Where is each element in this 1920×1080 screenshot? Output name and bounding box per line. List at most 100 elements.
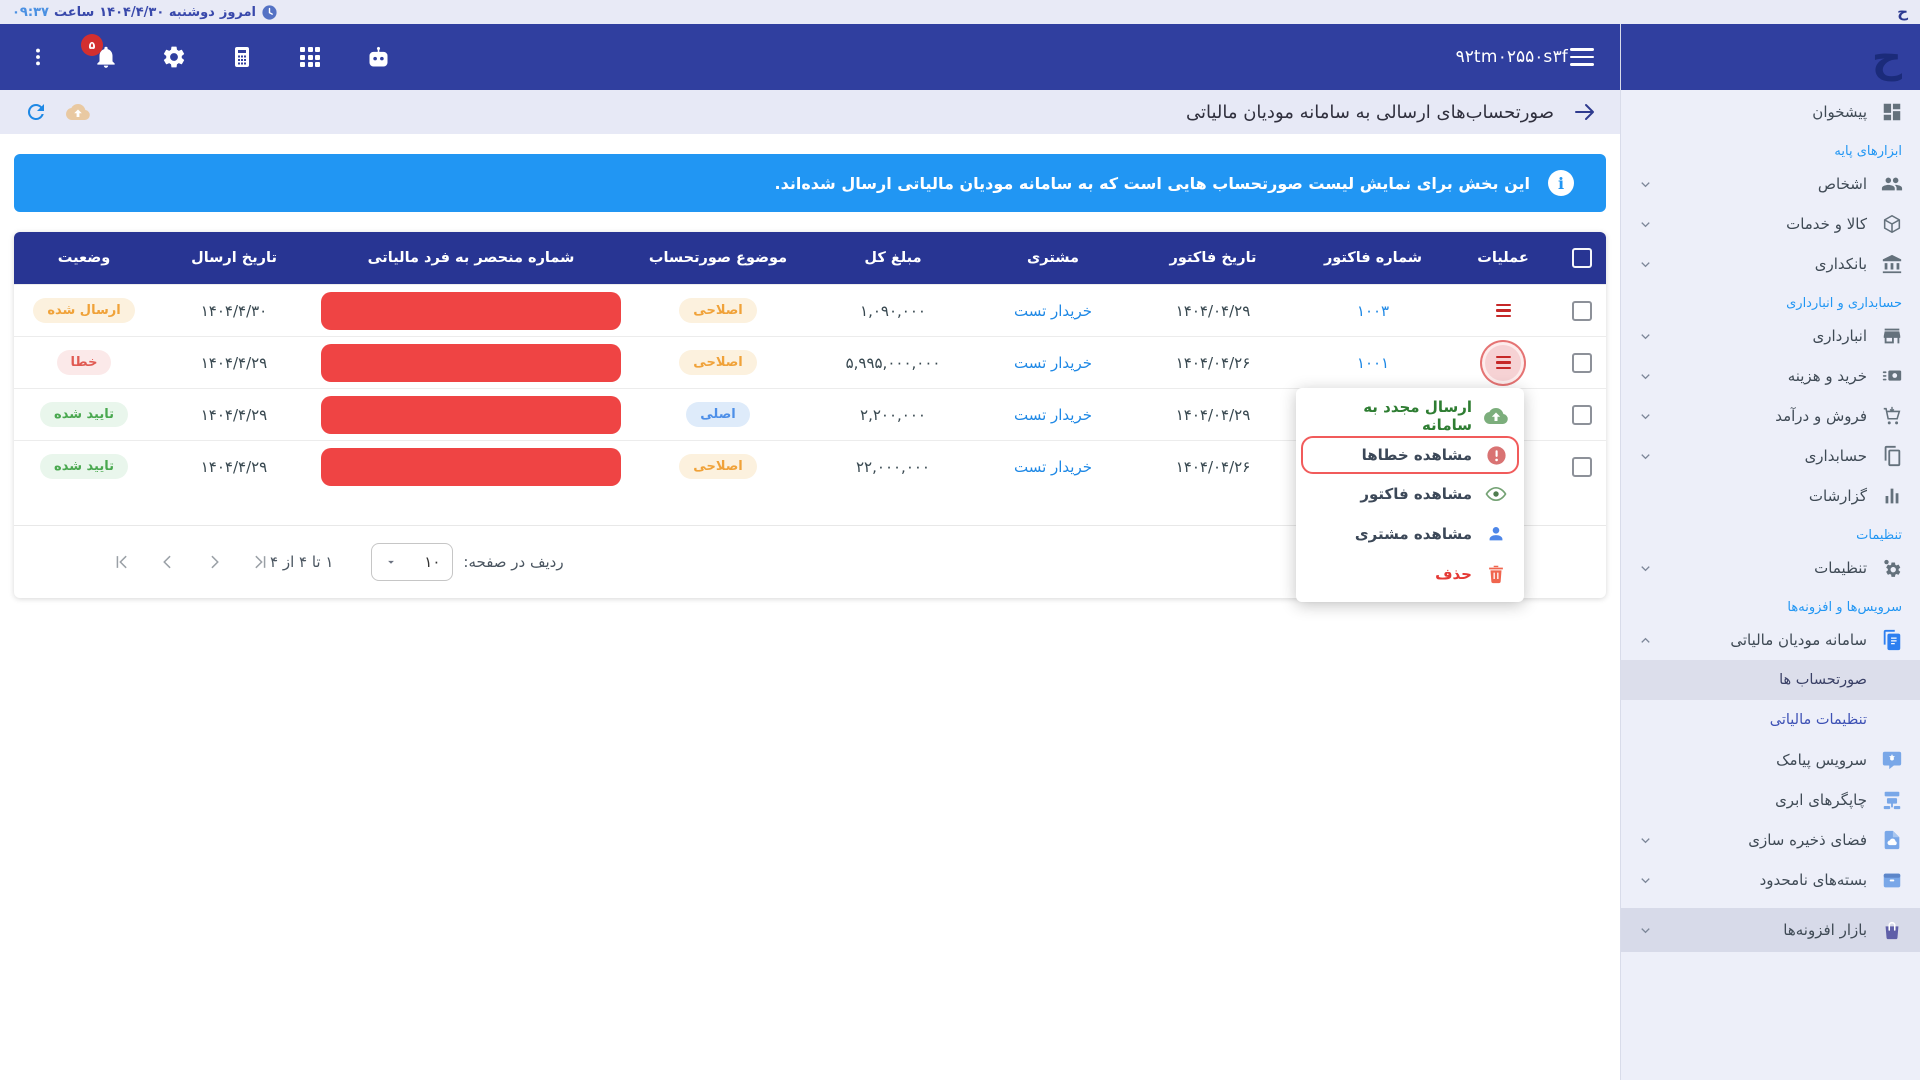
sidebar-subitem-tax-settings[interactable]: تنظیمات مالیاتی [1769, 712, 1867, 728]
person-icon [1484, 522, 1508, 546]
sidebar-item-accounting[interactable]: حسابداری [1621, 436, 1920, 476]
first-page-button[interactable] [112, 552, 132, 572]
pagination: ردیف در صفحه: ۱۰ ۱ تا ۴ از ۴ [14, 526, 1606, 598]
chevron-down-icon [1637, 448, 1653, 464]
sidebar-logo[interactable]: ح [1621, 24, 1920, 90]
app-bar: ۹۲tm۰۲۵۵۰s۳f ۵ [0, 24, 1620, 90]
bank-icon [1880, 252, 1904, 276]
sidebar-item-goods-services[interactable]: کالا و خدمات [1621, 204, 1920, 244]
tax-uid-redacted [321, 395, 621, 434]
col-subject: موضوع صورتحساب [648, 250, 788, 266]
select-all-checkbox[interactable] [1572, 248, 1592, 268]
row-actions-button-active[interactable] [1485, 344, 1521, 381]
pagination-range: ۱ تا ۴ از ۴ [270, 553, 334, 571]
sidebar-section-services-addons: سرویس‌ها و افزونه‌ها [1787, 600, 1902, 615]
kebab-menu-icon[interactable] [24, 43, 52, 71]
sidebar-item-cloud-printers[interactable]: چاپگرهای ابری [1621, 780, 1920, 820]
invoice-date: ۱۴۰۴/۰۴/۲۶ [1175, 457, 1251, 476]
back-arrow-icon[interactable] [1572, 100, 1596, 124]
notification-badge: ۵ [81, 34, 103, 56]
upload-cloud-icon[interactable] [66, 100, 90, 124]
sidebar-item-warehousing[interactable]: انبارداری [1621, 316, 1920, 356]
customer-link[interactable]: خریدار تست [1013, 457, 1093, 476]
subject-badge: اصلاحی [679, 350, 757, 375]
error-circle-icon [1484, 443, 1508, 467]
assistant-robot-icon[interactable] [364, 43, 392, 71]
sidebar-item-dashboard[interactable]: پیشخوان [1621, 92, 1920, 132]
workspace-id: ۹۲tm۰۲۵۵۰s۳f [1455, 47, 1568, 67]
pagination-nav [112, 552, 270, 572]
customer-link[interactable]: خریدار تست [1013, 301, 1093, 320]
tax-documents-icon [1880, 628, 1904, 652]
today-label: امروز [219, 4, 257, 20]
sidebar-item-sms-service[interactable]: سرویس پیامک [1621, 740, 1920, 780]
gears-icon [1880, 556, 1904, 580]
table-row: ۱۰۰۱ ۱۴۰۴/۰۴/۲۶ خریدار تست ۵,۹۹۵,۰۰۰,۰۰۰… [14, 336, 1606, 388]
chevron-down-icon [1637, 408, 1653, 424]
rows-per-page-label: ردیف در صفحه: [463, 553, 564, 571]
subject-badge: اصلاحی [679, 298, 757, 323]
hamburger-menu-button[interactable] [1568, 46, 1596, 68]
col-invoice-number: شماره فاکتور [1323, 250, 1423, 266]
sidebar-item-reports[interactable]: گزارشات [1621, 476, 1920, 516]
send-date: ۱۴۰۴/۴/۲۹ [200, 353, 268, 372]
sidebar-item-settings[interactable]: تنظیمات [1621, 548, 1920, 588]
last-page-button[interactable] [250, 552, 270, 572]
apps-grid-icon[interactable] [296, 43, 324, 71]
previous-page-button[interactable] [158, 552, 178, 572]
menu-item-resend-to-system[interactable]: ارسال مجدد به سامانه [1296, 396, 1524, 436]
next-page-button[interactable] [204, 552, 224, 572]
sidebar-item-sales-income[interactable]: فروش و درآمد [1621, 396, 1920, 436]
dashboard-icon [1880, 100, 1904, 124]
total-amount: ۲,۲۰۰,۰۰۰ [860, 405, 926, 424]
row-checkbox[interactable] [1572, 456, 1592, 477]
notifications-bell-icon[interactable]: ۵ [81, 34, 120, 71]
status-badge: تایید شده [40, 454, 128, 479]
package-box-icon [1880, 868, 1904, 892]
date-text: دوشنبه ۱۴۰۴/۴/۳۰ [99, 4, 215, 20]
hour-label: ساعت [53, 4, 95, 20]
top-strip: ح امروز دوشنبه ۱۴۰۴/۴/۳۰ ساعت ۰۹:۳۷ [0, 0, 1920, 24]
invoice-number-link[interactable]: ۱۰۰۱ [1356, 353, 1390, 372]
send-date: ۱۴۰۴/۴/۲۹ [200, 405, 268, 424]
row-checkbox[interactable] [1572, 300, 1592, 321]
sidebar-menu: پیشخوان ابزارهای پایه اشخاص کالا و خدمات… [1621, 90, 1920, 1080]
sidebar-item-purchase-expense[interactable]: خرید و هزینه [1621, 356, 1920, 396]
table-header: عملیات شماره فاکتور تاریخ فاکتور مشتری م… [14, 232, 1606, 284]
col-send-date: تاریخ ارسال [191, 250, 277, 266]
customer-link[interactable]: خریدار تست [1013, 353, 1093, 372]
row-actions-button[interactable] [1485, 293, 1521, 329]
invoice-number-link[interactable]: ۱۰۰۳ [1356, 301, 1390, 320]
sidebar-item-unlimited-packages[interactable]: بسته‌های نامحدود [1621, 860, 1920, 900]
sidebar-item-banking[interactable]: بانکداری [1621, 244, 1920, 284]
row-checkbox[interactable] [1572, 352, 1592, 373]
sidebar-subitem-invoices[interactable]: صورتحساب ها [1621, 660, 1920, 700]
sidebar-item-tax-system[interactable]: سامانه مودیان مالیاتی [1621, 620, 1920, 660]
col-invoice-date: تاریخ فاکتور [1169, 250, 1257, 266]
refresh-icon[interactable] [24, 100, 48, 124]
subject-badge: اصلی [686, 402, 750, 427]
sidebar-item-storage-space[interactable]: فضای ذخیره سازی [1621, 820, 1920, 860]
rows-per-page-select[interactable]: ۱۰ [371, 543, 454, 581]
tax-uid-redacted [321, 291, 621, 330]
invoice-date: ۱۴۰۴/۰۴/۲۶ [1175, 353, 1251, 372]
sidebar-item-persons[interactable]: اشخاص [1621, 164, 1920, 204]
menu-item-view-errors[interactable]: مشاهده خطاها [1301, 436, 1519, 474]
customer-link[interactable]: خریدار تست [1013, 405, 1093, 424]
status-badge: خطا [56, 350, 112, 375]
col-total: مبلغ کل [864, 250, 922, 266]
sidebar: ح پیشخوان ابزارهای پایه اشخاص کالا و خدم… [1620, 24, 1920, 1080]
calculator-icon[interactable] [228, 43, 256, 71]
menu-item-delete[interactable]: حذف [1296, 554, 1524, 594]
sidebar-item-addons-market[interactable]: بازار افزونه‌ها [1621, 908, 1920, 952]
store-icon [1880, 324, 1904, 348]
menu-item-view-customer[interactable]: مشاهده مشتری [1296, 514, 1524, 554]
row-checkbox[interactable] [1572, 404, 1592, 425]
col-operations: عملیات [1477, 250, 1529, 266]
col-status: وضعیت [57, 250, 111, 266]
documents-icon [1880, 444, 1904, 468]
menu-item-view-invoice[interactable]: مشاهده فاکتور [1296, 474, 1524, 514]
package-icon [1880, 212, 1904, 236]
chevron-down-icon [1637, 832, 1653, 848]
settings-gear-icon[interactable] [160, 43, 188, 71]
